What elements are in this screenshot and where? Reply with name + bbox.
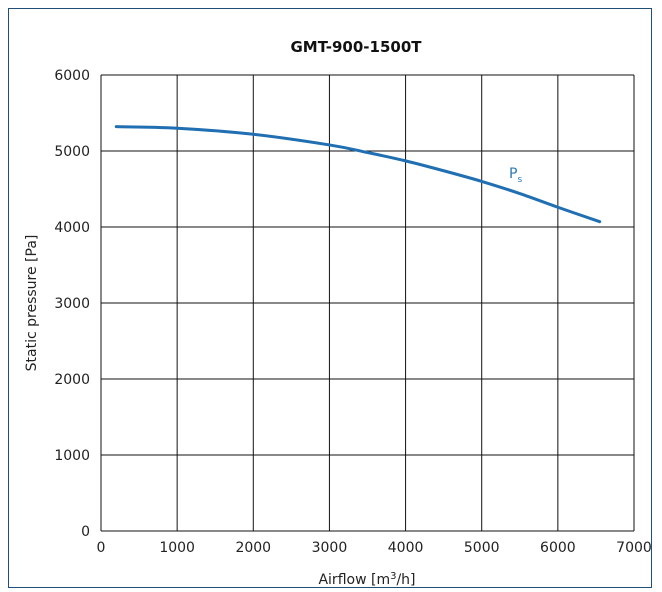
y-tick-labels: 0 1000 2000 3000 4000 5000 6000	[54, 68, 90, 540]
x-tick-labels: 0 1000 2000 3000 4000 5000 6000 7000	[97, 540, 652, 556]
series-layer	[114, 125, 602, 224]
chart-frame	[8, 8, 652, 588]
series-label-base: P	[509, 166, 517, 182]
x-tick-label-6000: 6000	[540, 540, 576, 556]
series-label-subscript: s	[517, 175, 522, 185]
y-tick-label-1000: 1000	[54, 448, 90, 464]
x-tick-label-3000: 3000	[312, 540, 348, 556]
y-tick-label-3000: 3000	[54, 296, 90, 312]
y-tick-label-0: 0	[81, 524, 90, 540]
x-axis-label-part2: /h]	[396, 572, 415, 588]
series-line-ps	[114, 125, 602, 224]
grid	[100, 74, 635, 532]
x-tick-label-2000: 2000	[235, 540, 271, 556]
x-tick-label-0: 0	[97, 540, 106, 556]
series-label-ps: Ps	[509, 166, 522, 185]
y-tick-label-2000: 2000	[54, 372, 90, 388]
x-tick-label-7000: 7000	[616, 540, 652, 556]
y-tick-label-4000: 4000	[54, 220, 90, 236]
x-axis-label-part1: Airflow [m	[318, 572, 390, 588]
chart-title: GMT-900-1500T	[290, 38, 422, 56]
y-axis-label: Static pressure [Pa]	[24, 235, 40, 372]
x-tick-label-4000: 4000	[388, 540, 424, 556]
y-tick-label-6000: 6000	[54, 68, 90, 84]
x-tick-label-1000: 1000	[159, 540, 195, 556]
x-axis-label-superscript: 3	[390, 571, 396, 582]
x-axis-label: Airflow [m3/h]	[318, 571, 415, 588]
y-tick-label-5000: 5000	[54, 144, 90, 160]
x-tick-label-5000: 5000	[464, 540, 500, 556]
